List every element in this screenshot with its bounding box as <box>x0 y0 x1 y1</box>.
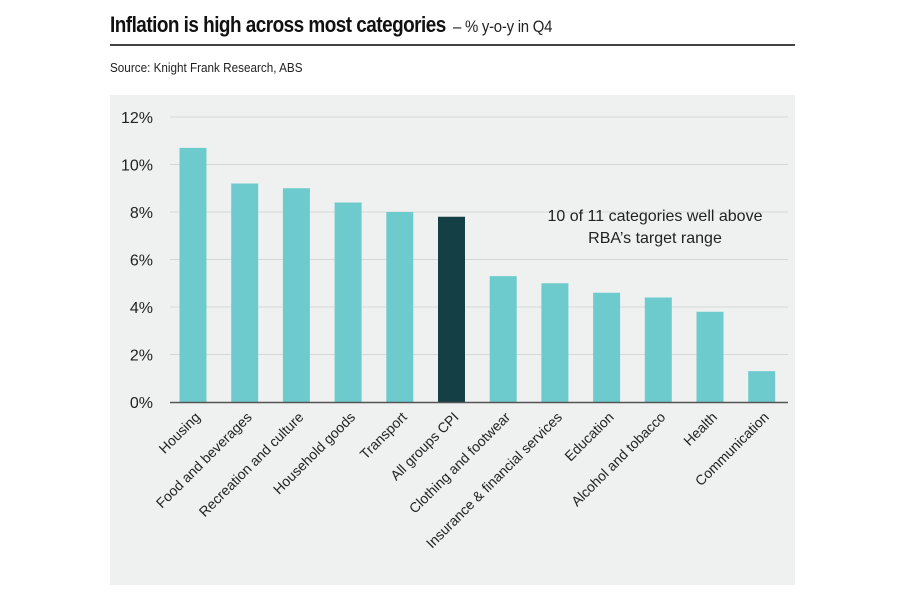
y-tick-label: 2% <box>130 348 153 365</box>
x-tick-label: Food and beverages <box>153 409 255 511</box>
title-divider <box>110 44 795 46</box>
annotation-line-2: RBA’s target range <box>588 230 722 247</box>
bar-all-groups-cpi <box>438 216 465 402</box>
y-tick-label: 10% <box>121 158 153 175</box>
y-tick-label: 6% <box>130 253 153 270</box>
bar-transport <box>386 212 414 402</box>
x-tick-label: Recreation and culture <box>196 409 307 520</box>
x-tick-label: Housing <box>155 409 203 457</box>
y-tick-label: 0% <box>130 395 153 412</box>
y-tick-label: 12% <box>121 110 153 127</box>
chart-subtitle: – % y-o-y in Q4 <box>452 17 553 36</box>
bar-communication <box>748 371 776 402</box>
x-tick-label: Clothing and footwear <box>406 409 514 517</box>
x-tick-label: Transport <box>357 409 410 462</box>
bar-insurance-financial-services <box>541 283 569 402</box>
annotation-line-1: 10 of 11 categories well above <box>548 208 763 225</box>
bar-health <box>696 311 724 402</box>
chart-title-row: Inflation is high across most categories… <box>110 12 795 38</box>
bar-housing <box>179 147 207 402</box>
bar-recreation-and-culture <box>282 188 310 402</box>
x-tick-label: Education <box>561 409 616 464</box>
bar-alcohol-and-tobacco <box>644 297 672 402</box>
y-axis-ticks: 0% 2% 4% 6% 8% 10% 12% <box>121 110 153 412</box>
gridlines <box>170 116 788 355</box>
y-tick-label: 8% <box>130 205 153 222</box>
y-tick-label: 4% <box>130 300 153 317</box>
x-tick-label: Health <box>680 409 720 449</box>
bars <box>179 147 776 402</box>
bar-food-and-beverages <box>231 183 259 402</box>
bar-education <box>593 292 621 402</box>
x-tick-label: Alcohol and tobacco <box>568 409 669 510</box>
chart-title: Inflation is high across most categories <box>110 12 446 37</box>
bar-clothing-and-footwear <box>489 276 517 402</box>
bar-household-goods <box>334 202 362 402</box>
source-note: Source: Knight Frank Research, ABS <box>110 60 303 75</box>
